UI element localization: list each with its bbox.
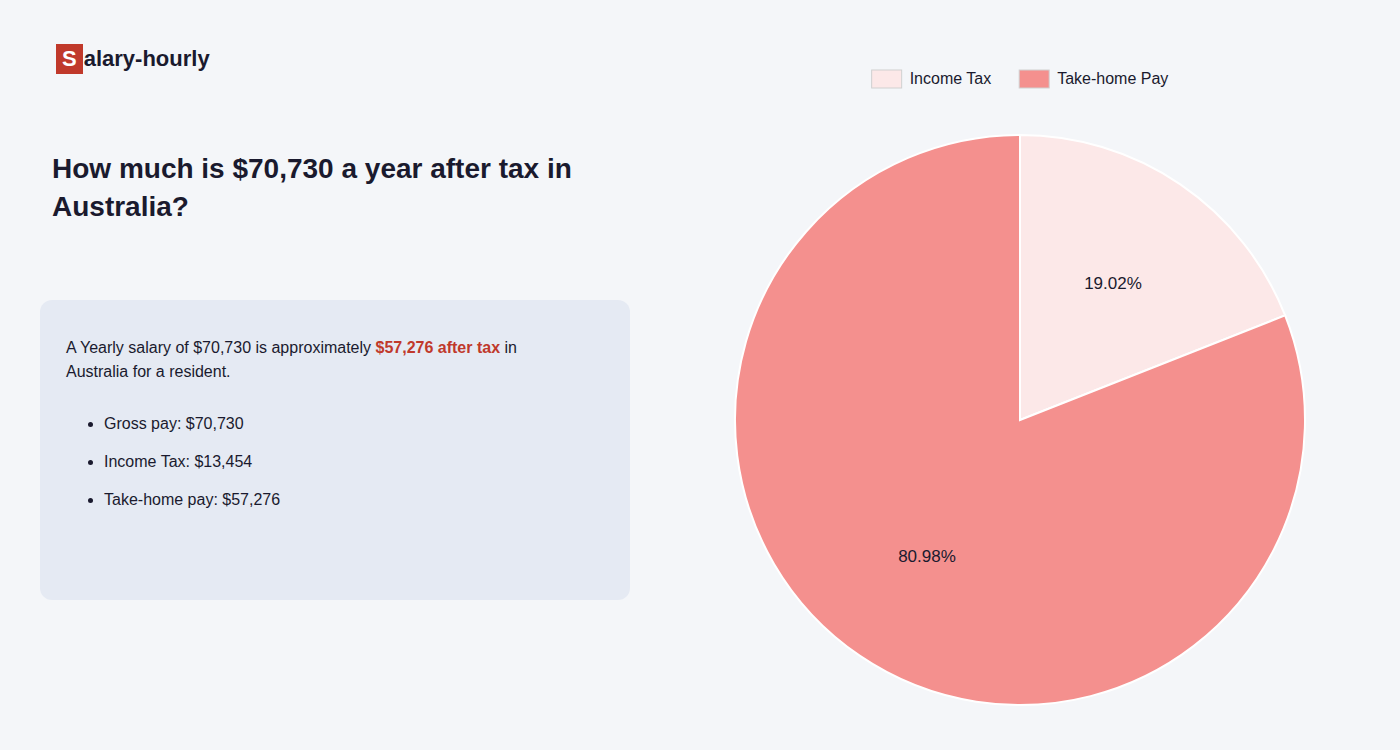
logo: Salary-hourly [56, 44, 210, 74]
highlight-text: $57,276 after tax [376, 339, 501, 356]
legend: Income Tax Take-home Pay [872, 70, 1169, 88]
legend-label: Take-home Pay [1057, 70, 1168, 87]
slice-labels: 19.02% 80.98% [898, 274, 1142, 566]
info-text: in [500, 339, 517, 356]
slices [735, 135, 1305, 705]
data-label: 19.02% [1084, 274, 1142, 293]
text-panel: Salary-hourly How much is $70,730 a year … [0, 0, 660, 750]
info-box: A Yearly salary of $70,730 is approximat… [40, 300, 630, 600]
legend-swatch [1019, 70, 1049, 88]
pie-chart: Income Tax Take-home Pay 19.02% 80.98% [660, 0, 1400, 750]
bullet-list: Gross pay: $70,730 Income Tax: $13,454 Tak… [66, 412, 604, 512]
data-label: 80.98% [898, 547, 956, 566]
legend-label: Income Tax [910, 70, 992, 87]
title: How much is $70,730 a year after tax in … [52, 150, 642, 226]
legend-item: Income Tax [872, 70, 992, 88]
info-text: Australia for a resident. [66, 360, 604, 384]
info-line: A Yearly salary of $70,730 is approximat… [66, 336, 604, 360]
chart-panel: Income Tax Take-home Pay 19.02% 80.98% [660, 0, 1400, 750]
logo-mark: S [56, 44, 83, 74]
logo-text: alary-hourly [84, 46, 210, 72]
info-text: A Yearly salary of $70,730 is approximat… [66, 339, 376, 356]
legend-swatch [872, 70, 902, 88]
bullet-item: Income Tax: $13,454 [104, 450, 604, 474]
legend-item: Take-home Pay [1019, 70, 1168, 88]
pie-slice [735, 135, 1305, 705]
bullet-item: Take-home pay: $57,276 [104, 488, 604, 512]
bullet-item: Gross pay: $70,730 [104, 412, 604, 436]
